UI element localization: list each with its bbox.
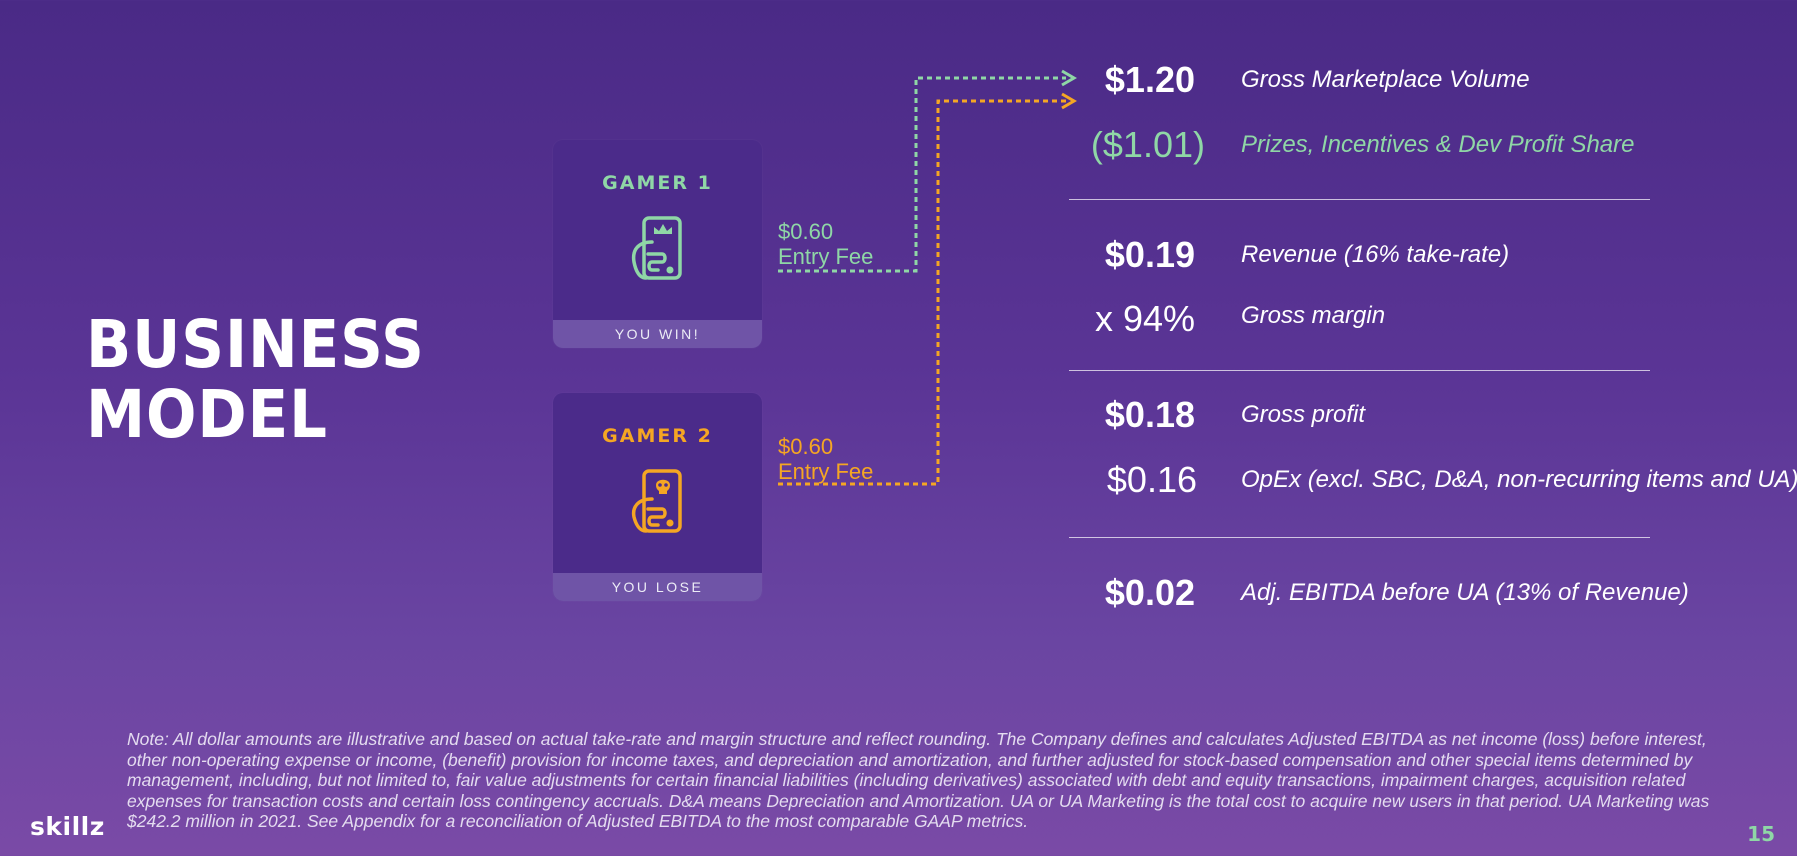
opex-label: OpEx (excl. SBC, D&A, non-recurring item… [1241, 466, 1797, 493]
gross-margin-label: Gross margin [1241, 302, 1386, 329]
revenue-amount: $0.19 [1104, 234, 1195, 275]
footnote: Note: All dollar amounts are illustrativ… [127, 729, 1710, 831]
opex-amount: $0.16 [1106, 459, 1197, 500]
gamer-1-fee-amount: $0.60 [778, 219, 834, 244]
gamer-2-label: GAMER 2 [602, 425, 713, 447]
gross-profit-label: Gross profit [1241, 401, 1366, 428]
slide-title-line-1: BUSINESS [86, 306, 425, 383]
gamer-2-arrowhead [1061, 92, 1077, 110]
divider-1 [1069, 199, 1650, 200]
divider-2 [1069, 370, 1650, 371]
gamer-2-connector [778, 99, 1066, 486]
slide-title-line-2: MODEL [86, 376, 328, 453]
divider-3 [1069, 537, 1650, 538]
adj-ebitda-label: Adj. EBITDA before UA (13% of Revenue) [1241, 579, 1689, 606]
gamer-2-fee-label: Entry Fee [778, 459, 874, 484]
gamer-1-arrowhead [1061, 69, 1077, 87]
gamer-2-entry-fee: $0.60 Entry Fee [778, 434, 873, 484]
gamer-1-connector [778, 76, 1066, 273]
gamer-1-label: GAMER 1 [602, 172, 713, 194]
gamer-2-result: YOU LOSE [553, 573, 762, 601]
skillz-logo: skillz [30, 812, 105, 841]
revenue-label: Revenue (16% take-rate) [1241, 241, 1510, 268]
gross-profit-amount: $0.18 [1104, 394, 1195, 435]
gross-margin-amount: x 94% [1094, 298, 1195, 339]
gamer-1-fee-label: Entry Fee [778, 244, 874, 269]
gamer-1-card: GAMER 1 YOU WIN! [553, 140, 762, 348]
phone-crown-icon [631, 216, 682, 280]
gamer-1-entry-fee: $0.60 Entry Fee [778, 219, 873, 269]
phone-skull-icon [631, 469, 682, 533]
gamer-2-card: GAMER 2 YOU LOSE [553, 393, 762, 601]
gamer-2-fee-amount: $0.60 [778, 434, 834, 459]
page-number: 15 [1747, 822, 1775, 846]
gamer-1-result: YOU WIN! [553, 320, 762, 348]
adj-ebitda-amount: $0.02 [1104, 572, 1195, 613]
prizes-label: Prizes, Incentives & Dev Profit Share [1241, 131, 1635, 158]
slide-title: BUSINESS MODEL [86, 310, 425, 450]
prizes-amount: ($1.01) [1090, 124, 1205, 165]
gmv-amount: $1.20 [1104, 59, 1195, 100]
gmv-label: Gross Marketplace Volume [1241, 66, 1530, 93]
